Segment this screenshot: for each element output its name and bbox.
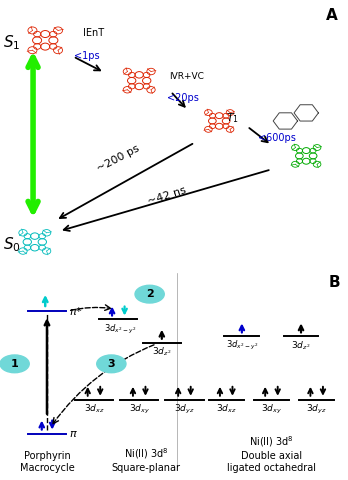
Text: $3d_{xy}$: $3d_{xy}$ bbox=[261, 403, 282, 416]
Text: $\pi$*: $\pi$* bbox=[69, 305, 83, 317]
Text: A: A bbox=[326, 8, 338, 23]
Text: $3d_{z^2}$: $3d_{z^2}$ bbox=[291, 339, 311, 351]
Text: <20ps: <20ps bbox=[167, 93, 199, 103]
Text: 2: 2 bbox=[146, 289, 153, 299]
Text: $S_0$: $S_0$ bbox=[3, 235, 21, 254]
Text: 3: 3 bbox=[108, 359, 115, 369]
Text: $3d_{yz}$: $3d_{yz}$ bbox=[174, 403, 195, 416]
Text: ~200 ps: ~200 ps bbox=[95, 143, 141, 174]
Text: IVR+VC: IVR+VC bbox=[169, 72, 204, 81]
Text: $3d_{xz}$: $3d_{xz}$ bbox=[84, 402, 104, 415]
Text: $3d_{x^2-y^2}$: $3d_{x^2-y^2}$ bbox=[104, 323, 136, 336]
Text: <600ps: <600ps bbox=[258, 133, 295, 143]
Text: ~42 ns: ~42 ns bbox=[147, 185, 188, 207]
Text: Ni(II) 3d$^8$
Square-planar: Ni(II) 3d$^8$ Square-planar bbox=[112, 446, 181, 473]
Text: $3d_{yz}$: $3d_{yz}$ bbox=[306, 403, 327, 416]
Text: <1ps: <1ps bbox=[74, 51, 100, 61]
Text: $3d_{x^2-y^2}$: $3d_{x^2-y^2}$ bbox=[226, 339, 258, 352]
Circle shape bbox=[135, 285, 164, 303]
Circle shape bbox=[97, 355, 126, 372]
Text: $\pi$: $\pi$ bbox=[69, 429, 78, 439]
Text: $T_1$: $T_1$ bbox=[226, 111, 239, 125]
Text: $S_1$: $S_1$ bbox=[3, 34, 21, 52]
Text: $3d_{xy}$: $3d_{xy}$ bbox=[129, 403, 150, 416]
Text: Porphyrin
Macrocycle: Porphyrin Macrocycle bbox=[19, 451, 74, 473]
Circle shape bbox=[0, 355, 29, 372]
Text: IEnT: IEnT bbox=[84, 28, 104, 37]
Text: B: B bbox=[328, 275, 340, 290]
Text: Ni(II) 3d$^8$
Double axial
ligated octahedral: Ni(II) 3d$^8$ Double axial ligated octah… bbox=[227, 434, 316, 473]
Text: $3d_{z^2}$: $3d_{z^2}$ bbox=[152, 345, 172, 358]
Text: 1: 1 bbox=[11, 359, 18, 369]
Text: $3d_{xz}$: $3d_{xz}$ bbox=[216, 402, 237, 415]
